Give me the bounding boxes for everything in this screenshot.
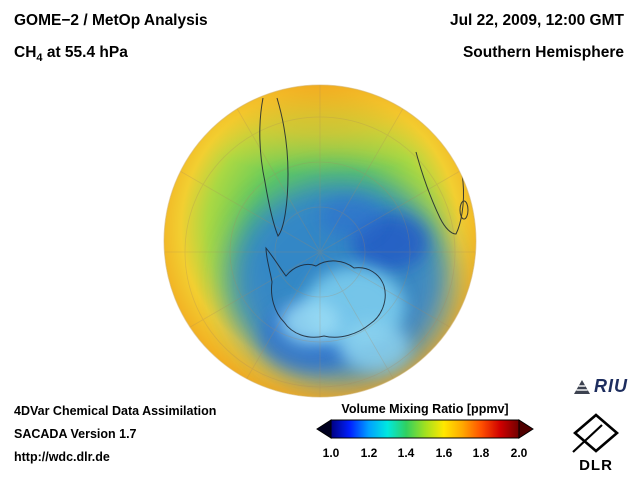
product-title: GOME−2 / MetOp Analysis (14, 12, 208, 29)
riu-mountain-icon (574, 379, 590, 394)
footer-version-label: SACADA Version 1.7 (14, 427, 137, 441)
tick-label-1.8: 1.8 (472, 446, 490, 460)
tick-label-1.2: 1.2 (360, 446, 378, 460)
riu-logo-text: RIU (594, 376, 628, 396)
footer-assimilation-label: 4DVar Chemical Data Assimilation (14, 404, 217, 418)
south-america-outline (259, 97, 289, 237)
colorbar-title: Volume Mixing Ratio [ppmv] (341, 402, 509, 416)
tick-label-1.6: 1.6 (435, 446, 453, 460)
species-symbol: CH (14, 44, 37, 61)
graticule (164, 85, 476, 397)
tick-label-2.0: 2.0 (510, 446, 528, 460)
madagascar-outline (459, 200, 469, 220)
dlr-emblem-icon (572, 413, 619, 453)
colorbar-gradient (330, 419, 520, 439)
datetime-label: Jul 22, 2009, 12:00 GMT (449, 12, 624, 29)
colorbar: Volume Mixing Ratio [ppmv] 1.0 1.2 1.4 1… (316, 402, 534, 461)
tick-label-1.4: 1.4 (397, 446, 415, 460)
dlr-logo: DLR (568, 412, 624, 474)
vortex-dark-patch-2 (320, 197, 380, 237)
riu-logo: RIU (572, 376, 628, 397)
vortex-light-core-2 (280, 300, 340, 344)
vortex-light-core-3 (340, 322, 410, 372)
hemisphere-label: Southern Hemisphere (462, 44, 624, 61)
species-subscript: 4 (36, 52, 43, 65)
globe-rim (163, 84, 477, 398)
tick-label-1.0: 1.0 (322, 446, 340, 460)
colorbar-ticks: 1.0 1.2 1.4 1.6 1.8 2.0 (316, 446, 534, 461)
antarctica-outline (265, 246, 386, 338)
globe-map (163, 84, 477, 398)
pressure-level: at 55.4 hPa (42, 44, 128, 61)
species-level-label: CH4 at 55.4 hPa (14, 44, 128, 64)
dlr-logo-text: DLR (579, 457, 613, 474)
colorbar-left-arrow (316, 419, 332, 439)
colorbar-scale (316, 419, 534, 439)
footer-url-label: http://wdc.dlr.de (14, 450, 110, 464)
colorbar-right-arrow (518, 419, 534, 439)
